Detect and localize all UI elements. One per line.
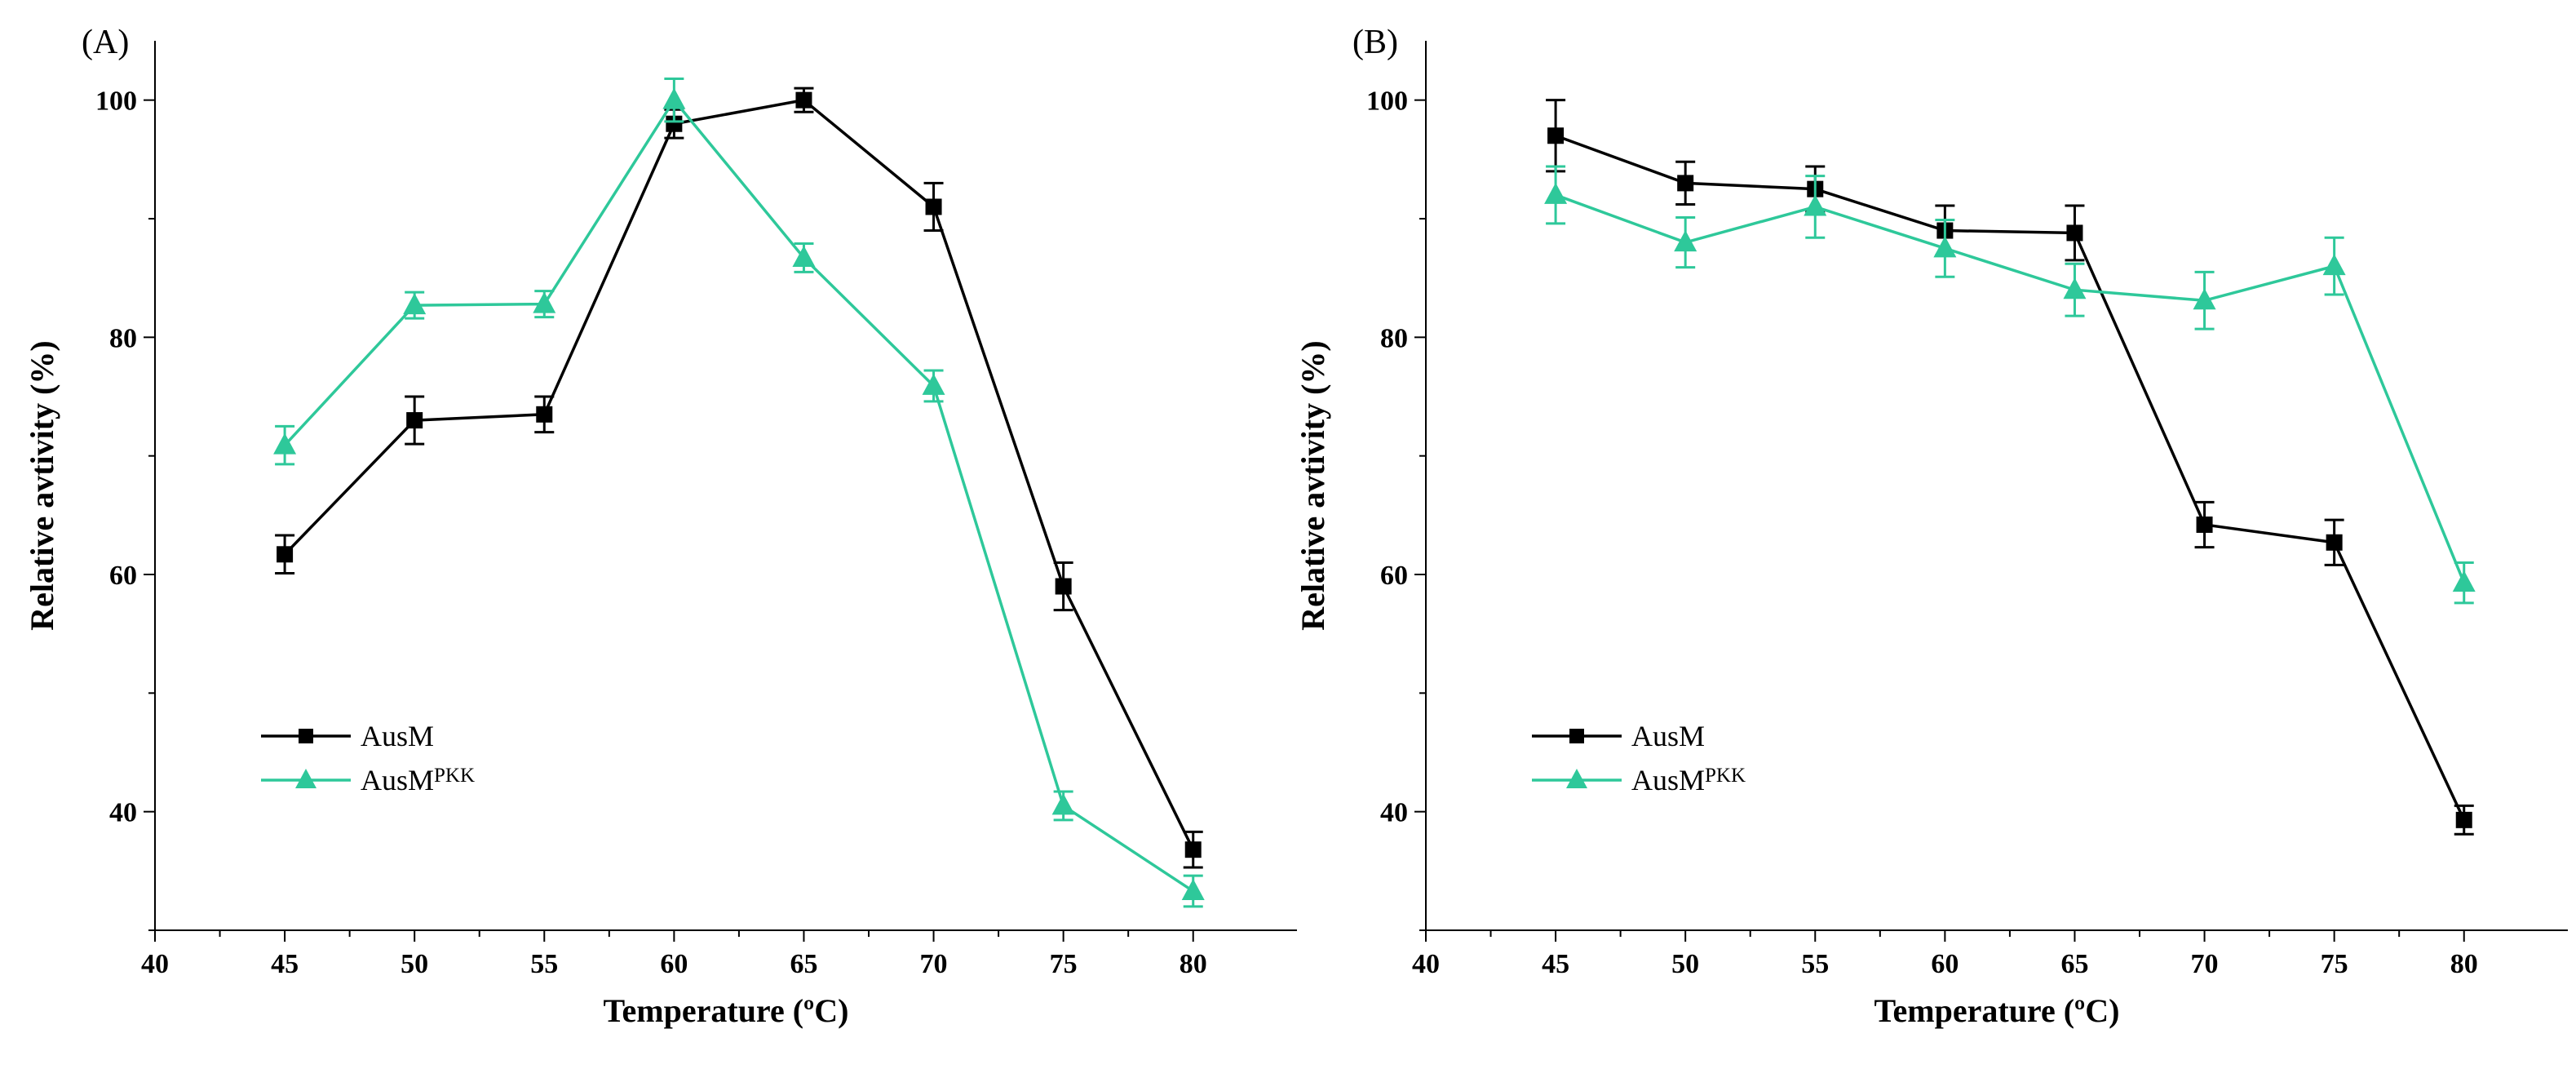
- y-tick-label: 100: [1366, 86, 1408, 117]
- data-point: [277, 546, 294, 563]
- legend-marker: [299, 729, 313, 743]
- panel-label: (B): [1352, 24, 1398, 61]
- data-point: [1544, 182, 1568, 204]
- x-tick-label: 45: [271, 949, 299, 979]
- data-point: [2196, 516, 2213, 533]
- data-point: [2455, 811, 2472, 828]
- data-point: [1804, 194, 1827, 216]
- data-point: [2452, 570, 2476, 592]
- x-tick-label: 65: [2060, 949, 2088, 979]
- data-point: [1051, 793, 1075, 815]
- data-point: [2063, 277, 2087, 299]
- legend-marker: [295, 769, 316, 788]
- legend-label: AusMPKK: [1631, 764, 1746, 796]
- x-tick-label: 65: [790, 949, 817, 979]
- x-tick-label: 45: [1542, 949, 1569, 979]
- data-point: [1547, 127, 1565, 144]
- series-line: [283, 97, 1194, 893]
- data-point: [1674, 230, 1697, 252]
- x-axis-title: Temperature (ºC): [604, 992, 849, 1029]
- panel-a: (A) 40 45 50 55 60 65 70 75 80 40 60 80 100 Temperatur…: [24, 24, 1297, 1029]
- series-ausm: [275, 86, 1203, 869]
- panel-label: (A): [82, 24, 129, 61]
- x-tick-label: 50: [1671, 949, 1699, 979]
- legend-label: AusM: [1631, 720, 1705, 752]
- x-tick-label: 60: [660, 949, 688, 979]
- data-point: [2193, 288, 2216, 310]
- legend-marker: [1569, 729, 1584, 743]
- series-ausm-pkk: [273, 78, 1205, 908]
- y-tick-label: 60: [109, 561, 137, 591]
- x-tick-label: 55: [1801, 949, 1829, 979]
- y-tick-label: 80: [109, 323, 137, 353]
- data-point: [922, 373, 945, 395]
- data-point: [2322, 254, 2346, 276]
- x-tick-label: 70: [920, 949, 948, 979]
- data-point: [2326, 534, 2343, 551]
- data-point: [406, 412, 423, 429]
- series-line: [1555, 134, 2466, 821]
- y-tick-label: 80: [1380, 323, 1408, 353]
- data-point: [795, 91, 812, 109]
- data-point: [533, 291, 556, 313]
- x-tick-label: 60: [1931, 949, 1959, 979]
- y-axis-title: Relative avtivity (%): [1295, 340, 1331, 630]
- y-tick-label: 100: [95, 86, 137, 117]
- data-point: [925, 198, 942, 215]
- x-tick-label: 55: [530, 949, 558, 979]
- panel-b: (B) 40 45 50 55 60 65 70 75 80 40 60 80 100 Temperatur…: [1295, 24, 2568, 1029]
- legend-label-base: AusM: [361, 764, 434, 796]
- data-point: [403, 293, 427, 315]
- x-tick-label: 40: [1412, 949, 1440, 979]
- data-point: [662, 87, 686, 109]
- data-point: [536, 406, 553, 423]
- legend-item-ausm-pkk: AusMPKK: [1532, 764, 1746, 796]
- series-ausm-pkk: [1544, 165, 2476, 605]
- x-tick-label: 75: [1050, 949, 1078, 979]
- y-tick-label: 60: [1380, 561, 1408, 591]
- data-point: [273, 432, 297, 455]
- legend-marker: [1566, 769, 1587, 788]
- x-tick-label: 80: [2450, 949, 2478, 979]
- y-tick-label: 40: [1380, 798, 1408, 828]
- legend-label: AusMPKK: [361, 764, 475, 796]
- x-axis-title: Temperature (ºC): [1874, 992, 2120, 1029]
- data-point: [2066, 224, 2083, 242]
- legend-label-base: AusM: [1631, 764, 1705, 796]
- legend-item-ausm-pkk: AusMPKK: [261, 764, 475, 796]
- x-tick-label: 70: [2191, 949, 2219, 979]
- data-point: [1933, 236, 1957, 258]
- data-point: [1184, 841, 1202, 858]
- data-point: [666, 115, 683, 132]
- x-tick-label: 50: [401, 949, 428, 979]
- x-tick-label: 75: [2321, 949, 2348, 979]
- x-tick-label: 80: [1180, 949, 1207, 979]
- series-line: [1555, 193, 2466, 583]
- data-point: [1055, 578, 1072, 595]
- legend-label: AusM: [361, 720, 434, 752]
- legend-label-sup: PKK: [434, 765, 475, 787]
- y-tick-label: 40: [109, 798, 137, 828]
- data-point: [792, 245, 816, 267]
- legend-item-ausm: AusM: [1532, 720, 1705, 752]
- series-line: [283, 98, 1195, 850]
- y-axis-title: Relative avtivity (%): [24, 340, 60, 630]
- data-point: [1181, 879, 1205, 901]
- data-point: [1677, 175, 1694, 192]
- legend-item-ausm: AusM: [261, 720, 434, 752]
- x-tick-label: 40: [141, 949, 169, 979]
- legend-label-sup: PKK: [1705, 765, 1746, 787]
